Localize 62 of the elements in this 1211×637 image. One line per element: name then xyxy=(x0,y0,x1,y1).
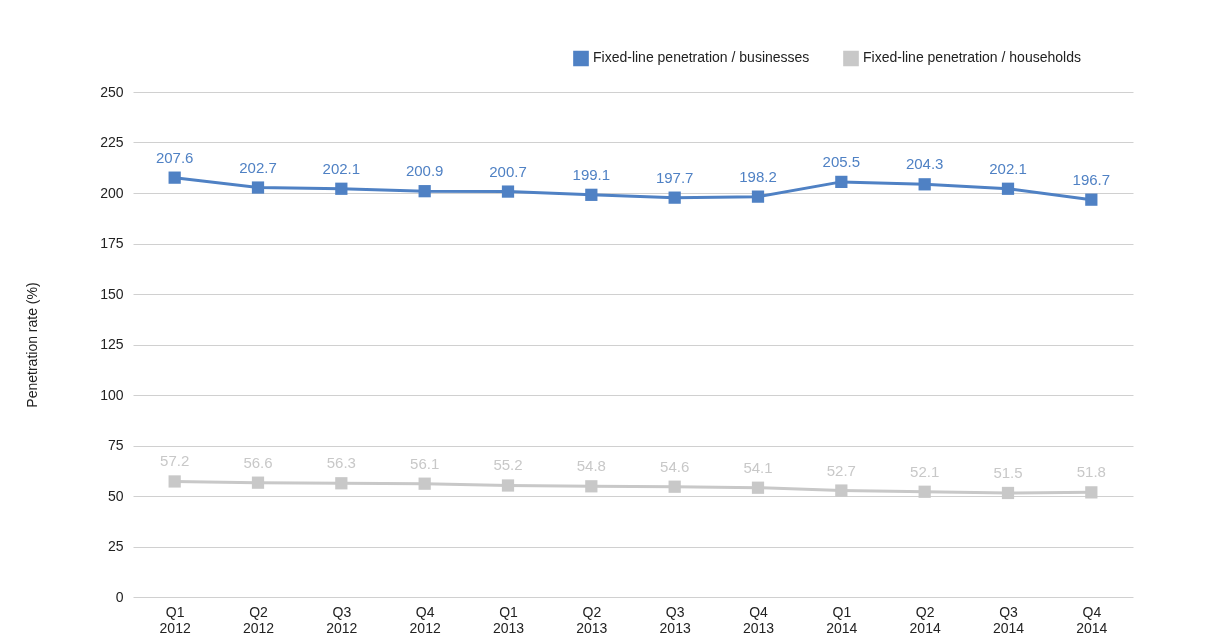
point xyxy=(585,480,598,493)
point xyxy=(251,476,265,489)
point xyxy=(835,484,848,497)
y-tick-label: 0 xyxy=(115,588,124,605)
point xyxy=(1085,193,1098,206)
data-label: 205.5 xyxy=(822,152,861,170)
y-tick-label: 225 xyxy=(100,134,124,150)
legend-label: Fixed-line penetration / households xyxy=(863,49,1081,66)
y-tick-label: 25 xyxy=(107,538,124,554)
point xyxy=(418,477,431,490)
data-label: 200.7 xyxy=(489,162,527,180)
point xyxy=(168,171,181,184)
y-tick-label: 125 xyxy=(100,336,124,352)
data-label: 202.1 xyxy=(322,159,361,177)
legend-label: Fixed-line penetration / businesses xyxy=(593,49,810,66)
data-label: 198.2 xyxy=(739,167,777,185)
y-tick-label: 175 xyxy=(100,235,124,251)
point xyxy=(751,481,765,494)
point xyxy=(168,475,181,488)
x-tick-label: Q3 2012 xyxy=(326,603,358,636)
point xyxy=(251,181,265,194)
x-tick-label: Q2 2012 xyxy=(242,603,275,636)
y-tick-label: 50 xyxy=(107,487,124,504)
data-label: 202.1 xyxy=(989,159,1027,177)
x-tick-label: Q4 2013 xyxy=(742,603,775,636)
data-label: 199.1 xyxy=(572,165,611,183)
x-tick-label: Q1 2013 xyxy=(492,603,525,636)
point xyxy=(835,175,848,189)
y-tick-label: 100 xyxy=(100,386,124,403)
x-tick-label: Q4 2012 xyxy=(409,603,441,636)
point xyxy=(335,182,348,195)
point xyxy=(751,190,765,203)
point xyxy=(918,178,931,191)
point xyxy=(668,191,681,204)
data-label: 200.9 xyxy=(405,162,444,180)
data-label: 204.3 xyxy=(905,155,944,173)
point xyxy=(918,485,931,498)
data-label: 207.6 xyxy=(155,148,194,166)
x-tick-label: Q1 2014 xyxy=(826,603,858,636)
point xyxy=(1001,486,1015,500)
x-tick-label: Q2 2013 xyxy=(576,603,608,636)
point xyxy=(585,188,598,201)
data-label: 197.7 xyxy=(655,168,694,186)
y-tick-label: 200 xyxy=(100,184,124,201)
data-label: 196.7 xyxy=(1072,170,1111,188)
point xyxy=(1085,486,1098,499)
point xyxy=(335,477,348,490)
x-tick-label: Q1 2012 xyxy=(159,603,191,636)
point xyxy=(668,480,681,493)
x-tick-label: Q4 2014 xyxy=(1076,603,1108,636)
data-label: 202.7 xyxy=(239,158,277,176)
x-tick-label: Q2 2014 xyxy=(909,603,941,636)
point xyxy=(501,479,515,492)
y-tick-label: 150 xyxy=(100,285,124,302)
point xyxy=(418,185,431,198)
x-tick-label: Q3 2014 xyxy=(992,603,1025,636)
y-axis-title: Penetration rate (%) xyxy=(24,282,41,408)
y-tick-label: 75 xyxy=(107,437,124,453)
x-tick-label: Q3 2013 xyxy=(659,603,691,636)
point xyxy=(1001,182,1015,195)
point xyxy=(501,185,515,198)
y-tick-label: 250 xyxy=(100,83,124,100)
